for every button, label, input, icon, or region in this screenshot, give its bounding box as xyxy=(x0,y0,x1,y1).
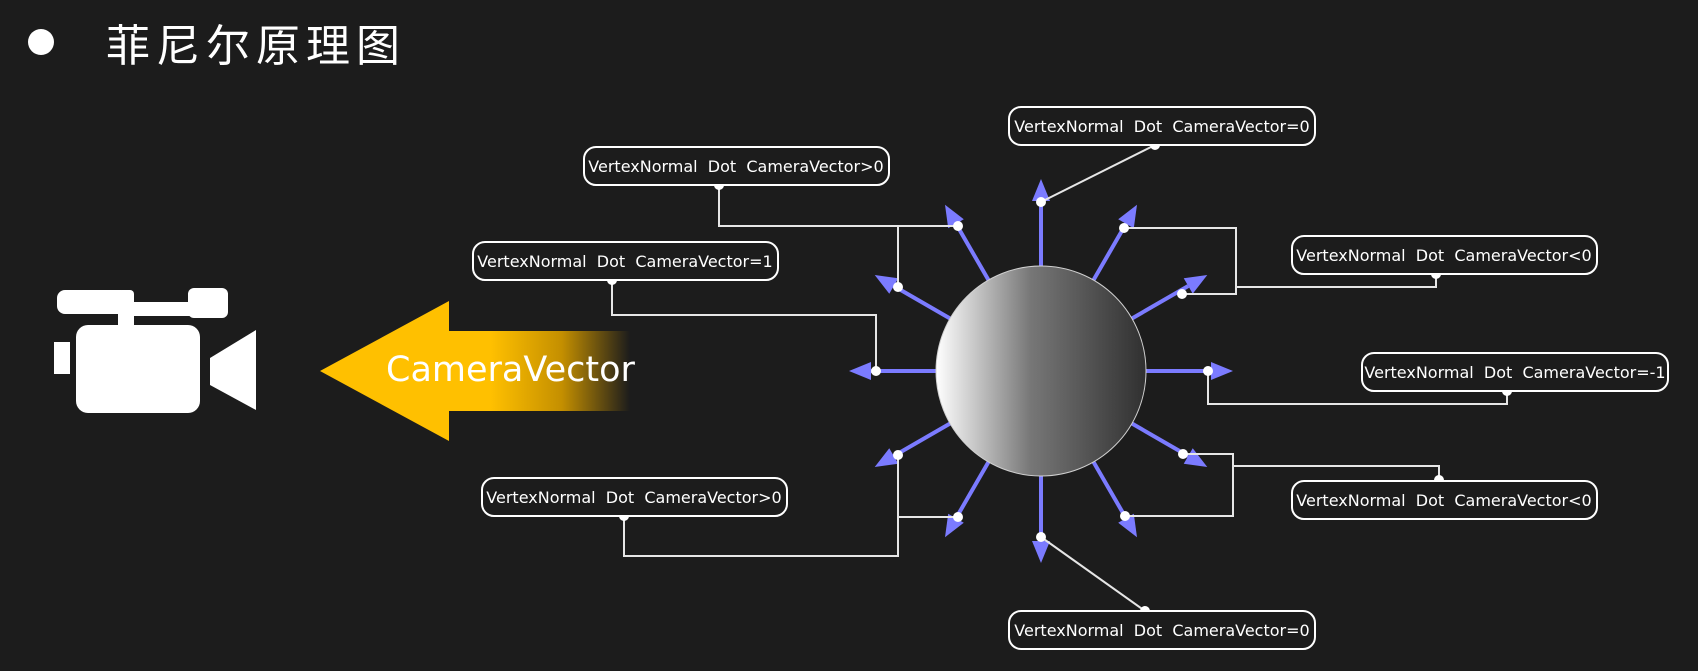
page-title: 菲尼尔原理图 xyxy=(106,21,406,72)
normal-arrow-shaft xyxy=(1089,456,1128,520)
normal-arrow-head xyxy=(849,362,871,380)
normal-arrow-head xyxy=(945,204,964,229)
normal-arrow-shaft xyxy=(1126,419,1190,458)
connector-bottom xyxy=(1040,536,1146,612)
label-right-text: VertexNormal Dot CameraVector=-1 xyxy=(1364,363,1665,382)
label-bottom: VertexNormal Dot CameraVector=0 xyxy=(1008,610,1316,650)
connector-upper-right xyxy=(1124,227,1237,295)
camera-vector-label: CameraVector xyxy=(386,350,635,390)
video-camera-icon xyxy=(54,288,256,413)
title-row: 菲尼尔原理图 xyxy=(28,12,406,72)
label-lower-right-text: VertexNormal Dot CameraVector<0 xyxy=(1296,491,1591,510)
label-upper-left-text: VertexNormal Dot CameraVector>0 xyxy=(588,157,883,176)
normal-arrow-head xyxy=(1118,204,1137,229)
label-upper-right: VertexNormal Dot CameraVector<0 xyxy=(1291,235,1598,275)
normal-arrow-head xyxy=(1032,179,1050,201)
label-upper-right-text: VertexNormal Dot CameraVector<0 xyxy=(1296,246,1591,265)
connector-lower-right xyxy=(1125,453,1234,517)
label-bottom-text: VertexNormal Dot CameraVector=0 xyxy=(1014,621,1309,640)
bullet-icon xyxy=(28,29,54,55)
connector-lower-left xyxy=(623,455,899,557)
connector-top xyxy=(1040,144,1156,203)
normal-arrow-head xyxy=(1183,275,1208,294)
label-lower-left: VertexNormal Dot CameraVector>0 xyxy=(481,477,788,517)
connector-left xyxy=(611,280,877,371)
sphere xyxy=(935,265,1147,477)
normal-arrow-shaft xyxy=(954,222,993,286)
normal-arrow-shaft xyxy=(954,456,993,520)
label-lower-right: VertexNormal Dot CameraVector<0 xyxy=(1291,480,1598,520)
label-right: VertexNormal Dot CameraVector=-1 xyxy=(1361,352,1669,392)
label-top-text: VertexNormal Dot CameraVector=0 xyxy=(1014,117,1309,136)
normal-arrow-head xyxy=(1211,362,1233,380)
connector-upper-right-b xyxy=(1236,274,1437,288)
label-upper-left: VertexNormal Dot CameraVector>0 xyxy=(583,146,890,186)
normal-arrow-head xyxy=(1118,513,1137,538)
normal-arrow-head xyxy=(945,513,964,538)
label-left: VertexNormal Dot CameraVector=1 xyxy=(472,241,779,281)
normal-arrow-head xyxy=(1032,541,1050,563)
label-lower-left-text: VertexNormal Dot CameraVector>0 xyxy=(486,488,781,507)
label-left-text: VertexNormal Dot CameraVector=1 xyxy=(477,252,772,271)
connector-upper-left xyxy=(718,185,958,227)
normal-arrow-head xyxy=(874,448,899,467)
camera-vector-arrow: CameraVector xyxy=(320,301,635,441)
normal-arrow-head xyxy=(874,275,899,294)
connector-right xyxy=(1207,371,1508,405)
normal-arrow-shaft xyxy=(892,284,956,323)
normal-arrow-head xyxy=(1183,448,1208,467)
connector-lower-right-b xyxy=(1233,465,1440,480)
label-top: VertexNormal Dot CameraVector=0 xyxy=(1008,106,1316,146)
normal-arrows xyxy=(849,179,1233,563)
normal-arrow-shaft xyxy=(1089,222,1128,286)
normal-arrow-shaft xyxy=(892,419,956,458)
